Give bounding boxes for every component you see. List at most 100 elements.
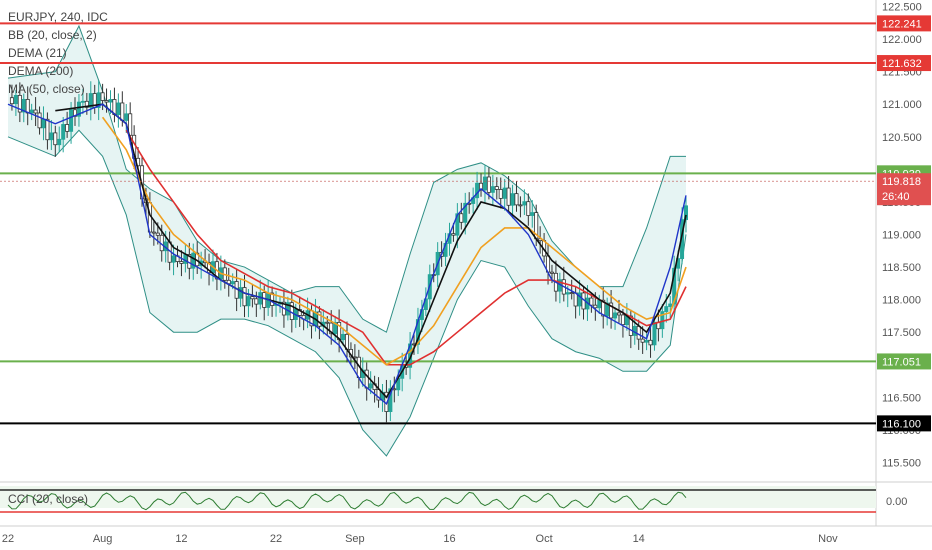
- candle-body: [329, 322, 334, 335]
- y-tick-7: 119.000: [882, 229, 921, 241]
- candle-body: [76, 101, 81, 117]
- candle-body: [514, 193, 519, 206]
- price-badge: [877, 173, 931, 206]
- candle-body: [613, 312, 618, 319]
- x-tick-8: Nov: [818, 533, 838, 545]
- candle-body: [49, 132, 54, 141]
- candle-body: [100, 92, 105, 101]
- candle-body: [652, 321, 657, 346]
- cci-band: [0, 486, 876, 508]
- candle-body: [325, 321, 330, 324]
- dema200-line: [55, 103, 687, 399]
- level-badge-4: [877, 415, 931, 432]
- bb-fill: [8, 26, 686, 456]
- x-tick-5: 16: [443, 533, 455, 545]
- candle-body: [490, 186, 495, 193]
- candle-body: [124, 113, 129, 121]
- candle-body: [494, 186, 499, 190]
- candle-body: [451, 233, 456, 236]
- legend-bb: BB (20, close, 2): [8, 28, 97, 42]
- candle-body: [37, 112, 42, 129]
- candle-body: [684, 205, 689, 221]
- candle-body: [455, 213, 460, 236]
- candle-body: [21, 98, 26, 113]
- candle-body: [620, 314, 625, 326]
- candle-body: [84, 100, 89, 108]
- price-badge-label: 119.818: [882, 176, 921, 188]
- candle-body: [41, 118, 46, 129]
- candle-body: [486, 176, 491, 193]
- cci-label: CCI (20, close): [8, 492, 89, 506]
- candle-body: [53, 132, 58, 146]
- candle-body: [616, 312, 621, 316]
- candle-body: [29, 109, 34, 114]
- candle-body: [88, 93, 93, 108]
- candle-body: [482, 176, 487, 191]
- y-tick-0: 122.500: [882, 2, 922, 14]
- level-label-1: 121.632: [882, 58, 922, 70]
- x-tick-2: 12: [175, 533, 187, 545]
- candle-body: [317, 311, 322, 327]
- y-tick-3: 121.000: [882, 99, 922, 111]
- candle-body: [108, 99, 113, 103]
- candle-body: [151, 231, 156, 234]
- y-tick-4: 120.500: [882, 132, 922, 144]
- candle-body: [526, 201, 531, 216]
- candle-body: [668, 303, 673, 307]
- x-tick-1: Aug: [93, 533, 113, 545]
- candle-body: [601, 299, 606, 317]
- level-badge-1: [877, 55, 931, 72]
- candle-body: [17, 94, 22, 113]
- candle-body: [565, 292, 570, 295]
- price-countdown: 26:40: [882, 191, 910, 203]
- candle-body: [80, 100, 85, 103]
- candle-body: [297, 309, 302, 316]
- x-tick-3: 22: [270, 533, 282, 545]
- legend-dema200: DEMA (200): [8, 64, 74, 78]
- candle-body: [640, 338, 645, 343]
- candle-body: [364, 369, 369, 389]
- candle-body: [597, 299, 602, 309]
- candle-body: [392, 388, 397, 391]
- bb-lower-line: [7, 129, 687, 457]
- legend-dema21: DEMA (21): [8, 46, 67, 60]
- y-tick-10: 117.500: [882, 327, 921, 339]
- candle-body: [644, 339, 649, 343]
- candle-body: [33, 109, 38, 114]
- candle-body: [45, 118, 50, 141]
- candle-body: [104, 100, 109, 103]
- candle-body: [530, 212, 535, 216]
- candle-body: [341, 333, 346, 341]
- candle-body: [573, 292, 578, 307]
- level-badge-0: [877, 15, 931, 32]
- candle-body: [179, 261, 184, 264]
- y-tick-8: 118.500: [882, 262, 921, 274]
- candle-body: [549, 271, 554, 274]
- candle-body: [502, 187, 507, 199]
- legend-ma50: MA (50, close): [8, 82, 85, 96]
- candle-body: [593, 304, 598, 309]
- candle-body: [628, 315, 633, 336]
- legend: EURJPY, 240, IDC BB (20, close, 2) DEMA …: [8, 8, 108, 98]
- price-axis: [876, 0, 932, 550]
- dema21-line: [7, 103, 687, 405]
- candle-body: [333, 321, 338, 335]
- candle-body: [61, 124, 66, 140]
- cci-line: [7, 491, 687, 511]
- y-tick-12: 116.500: [882, 392, 921, 404]
- y-tick-14: 115.500: [882, 457, 921, 469]
- candle-body: [25, 98, 30, 114]
- candle-body: [479, 182, 484, 191]
- y-tick-9: 118.000: [882, 295, 921, 307]
- level-label-4: 116.100: [882, 418, 921, 430]
- candle-body: [246, 296, 251, 307]
- level-badge-3: [877, 353, 931, 370]
- candle-body: [510, 193, 515, 206]
- candle-body: [191, 252, 196, 269]
- x-tick-0: 22: [2, 533, 14, 545]
- candle-body: [636, 325, 641, 340]
- candle-body: [672, 267, 677, 305]
- candle-body: [518, 204, 523, 207]
- level-label-3: 117.051: [882, 356, 921, 368]
